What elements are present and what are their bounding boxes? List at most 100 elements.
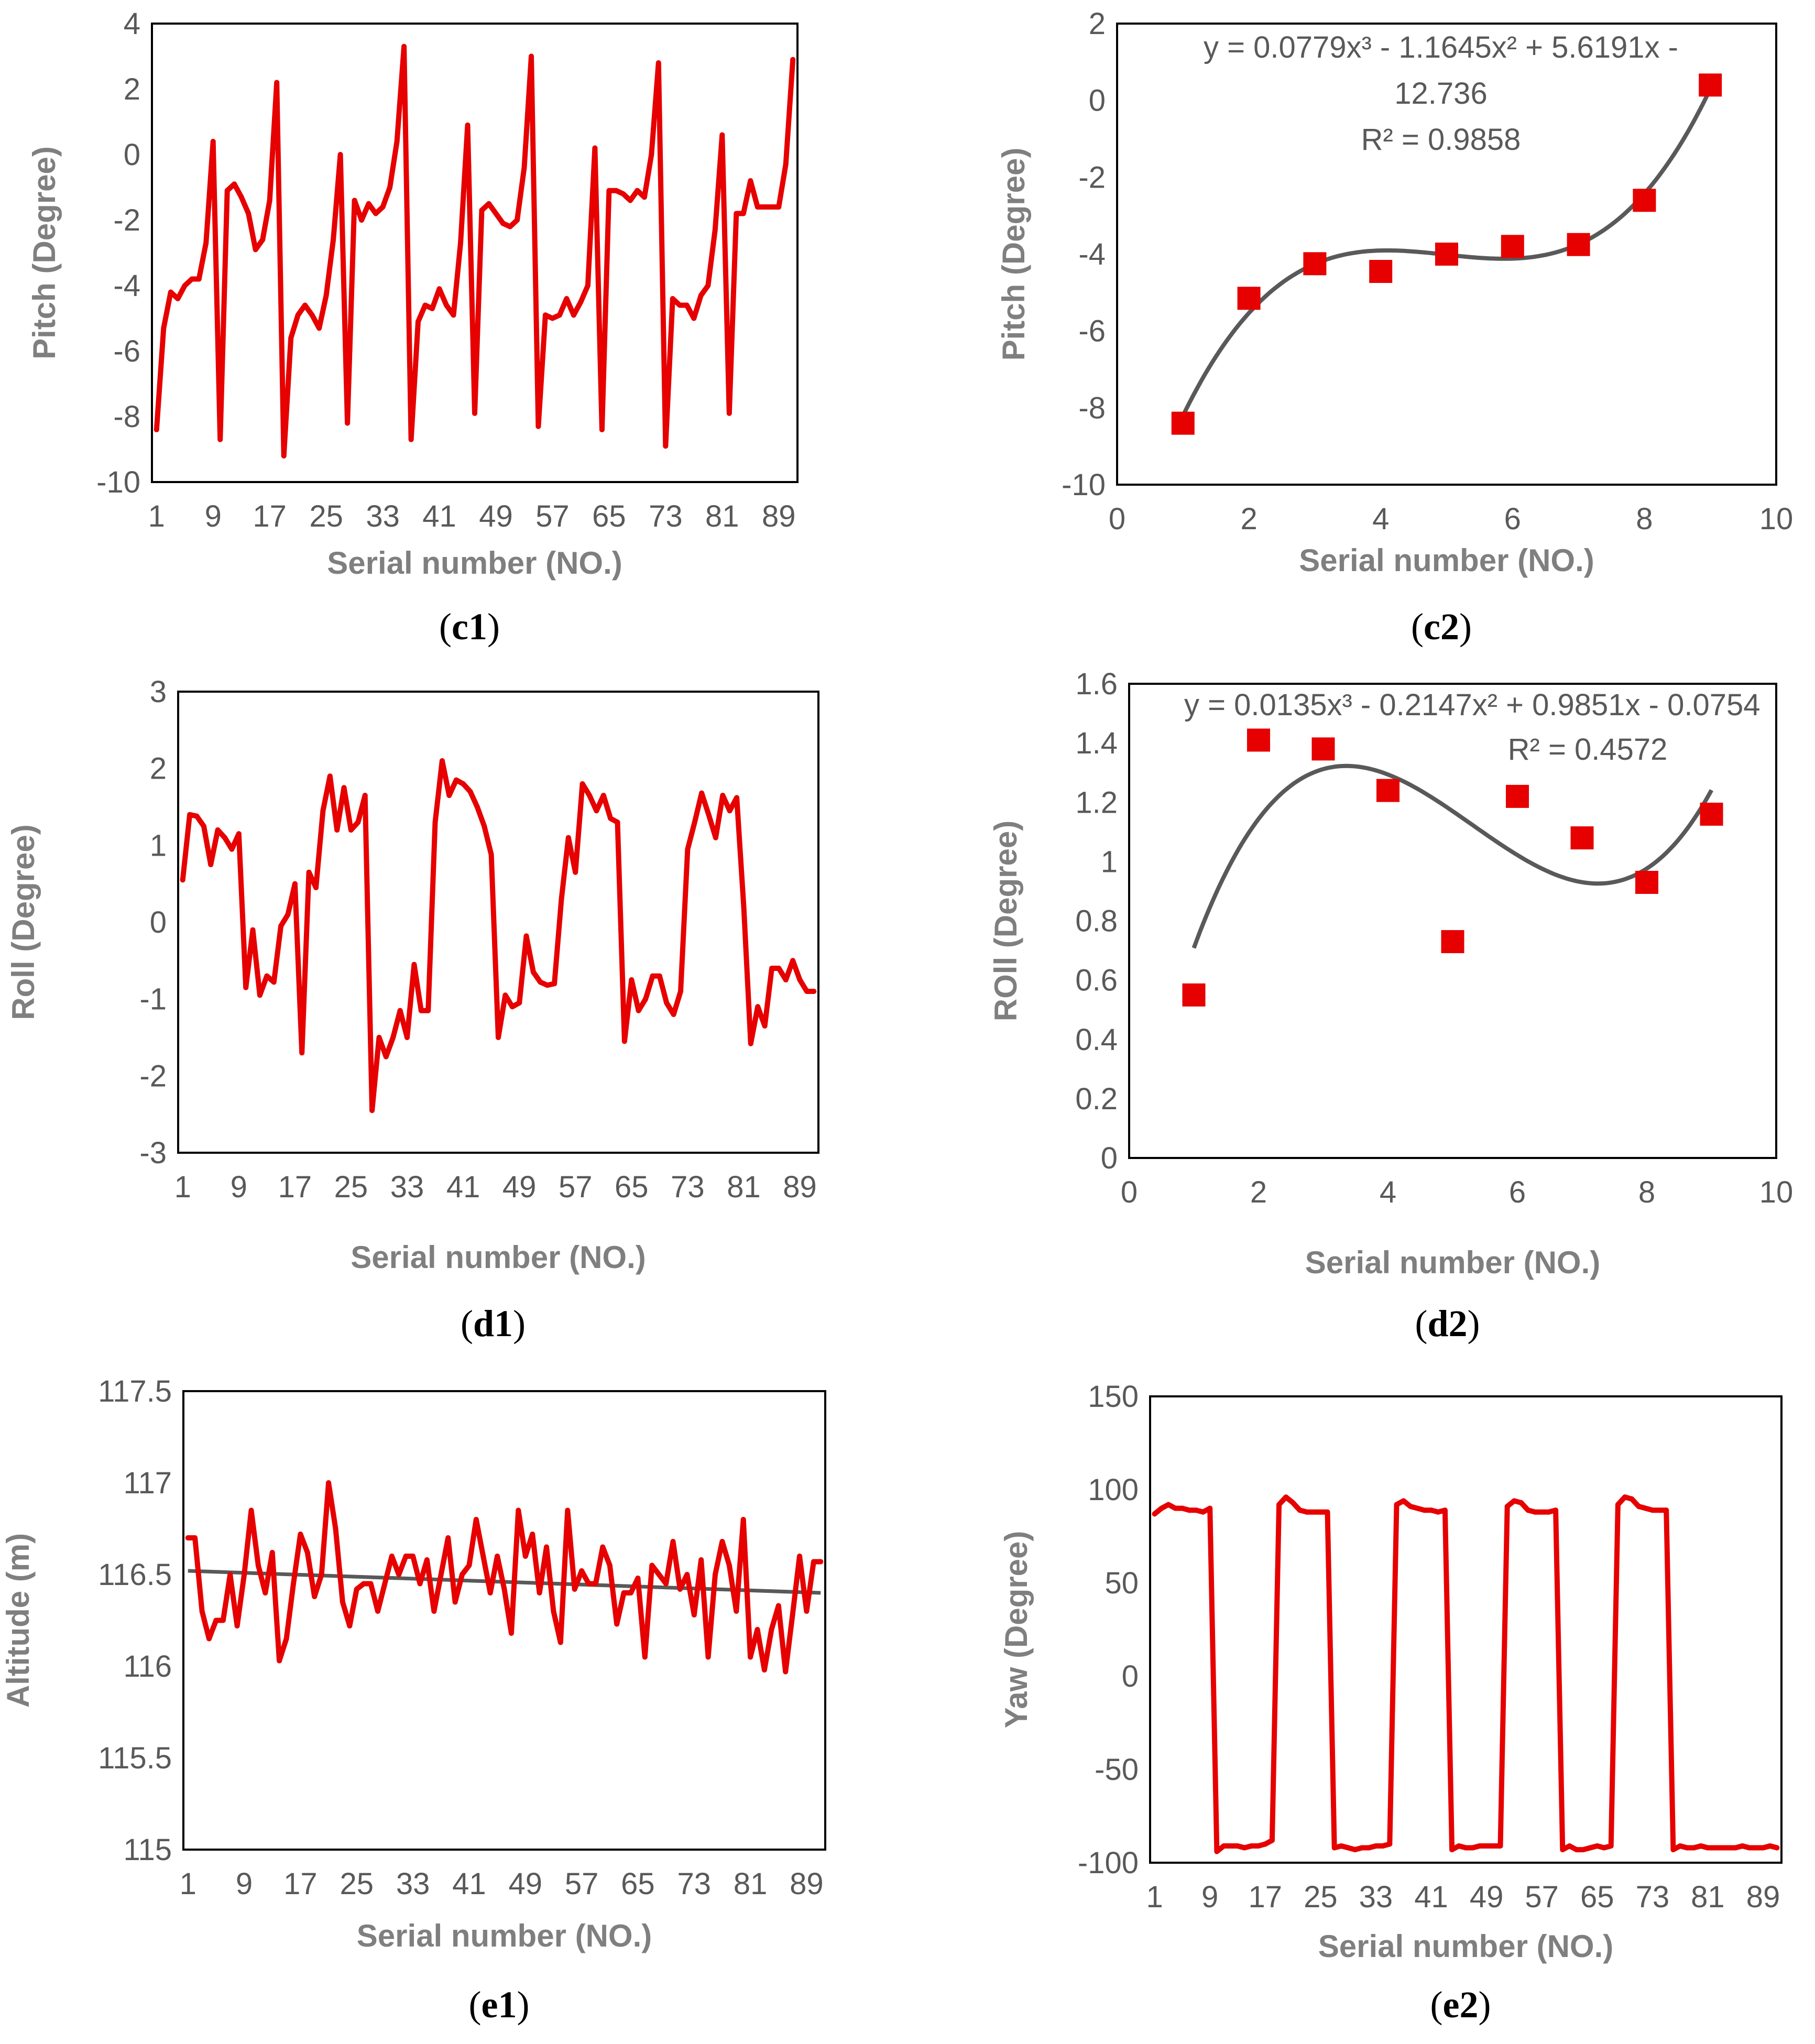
data-point [416, 319, 421, 324]
data-point [535, 423, 541, 429]
data-point [1767, 1843, 1773, 1849]
y-tick-label: 0.6 [1075, 964, 1118, 998]
data-point [445, 1535, 451, 1540]
data-point [663, 443, 669, 449]
data-point [705, 283, 711, 288]
data-point [755, 1004, 761, 1010]
data-point [649, 1562, 655, 1568]
y-axis-label: Altitude (m) [1, 1533, 36, 1708]
data-point [255, 1562, 261, 1568]
x-tick-label: 33 [366, 499, 400, 533]
data-point [432, 819, 438, 825]
x-tick-label: 1 [180, 1867, 196, 1901]
scatter-marker [1570, 826, 1594, 850]
y-tick-label: 150 [1088, 1380, 1139, 1414]
data-point [1525, 1507, 1531, 1513]
data-point [467, 789, 473, 794]
data-point [501, 1587, 507, 1592]
data-point [271, 979, 277, 985]
data-point [390, 1035, 396, 1040]
x-tick-label: 2 [1250, 1175, 1267, 1209]
data-point [586, 1581, 592, 1587]
data-point [161, 325, 167, 331]
data-point [394, 139, 400, 144]
data-point [460, 1572, 465, 1577]
x-tick-label: 9 [205, 499, 222, 533]
x-tick-label: 33 [1359, 1880, 1393, 1914]
y-tick-label: -6 [1078, 314, 1106, 348]
data-point [564, 296, 570, 301]
data-point [698, 292, 704, 298]
x-tick-label: 25 [1304, 1880, 1338, 1914]
y-tick-label: 115.5 [98, 1741, 172, 1775]
data-point [1705, 1845, 1711, 1851]
chart-d1: -3 -2 -1 0 1 2 3 1 9 17 25 33 41 49 57 65 73 81 89 Serial n… [6, 675, 819, 1345]
x-tick-label: 1 [148, 499, 165, 533]
scatter-marker [1635, 871, 1658, 894]
data-point [1726, 1845, 1731, 1851]
data-point [304, 1550, 310, 1555]
data-point [267, 198, 272, 203]
x-tick-label: 81 [727, 1170, 761, 1204]
data-point [408, 436, 414, 442]
x-tick-label: 81 [705, 499, 739, 533]
data-point [1608, 1843, 1614, 1849]
x-tick-label: 17 [253, 499, 287, 533]
data-point [713, 1572, 718, 1577]
data-point [775, 1603, 781, 1609]
data-point [1276, 1502, 1282, 1507]
y-tick-label: 115 [124, 1833, 172, 1867]
data-point [333, 1526, 338, 1532]
data-point [684, 1572, 690, 1577]
data-point [1733, 1845, 1739, 1851]
y-axis-label: Pitch (Degree) [27, 146, 62, 359]
data-point [530, 969, 536, 975]
data-point [1691, 1845, 1697, 1851]
x-tick-label: 41 [446, 1170, 480, 1204]
x-tick-label: 8 [1636, 502, 1653, 536]
data-point [516, 1507, 521, 1513]
data-point [1283, 1494, 1289, 1500]
data-point [288, 335, 294, 341]
data-point [573, 869, 578, 875]
data-point [486, 201, 491, 206]
plot-frame [1149, 1395, 1783, 1864]
data-point [1698, 1843, 1704, 1849]
x-tick-label: 41 [1414, 1880, 1448, 1914]
data-point [354, 1587, 359, 1592]
scatter-marker [1237, 287, 1261, 310]
data-point [620, 191, 626, 196]
x-tick-label: 0 [1121, 1175, 1138, 1209]
data-point [1670, 1847, 1676, 1853]
chart-d2: 0 0.2 0.4 0.6 0.8 1 1.2 1.4 1.6 0 2 4 6 8 10 Serial num… [988, 667, 1793, 1345]
data-point [1394, 1502, 1399, 1507]
data-point [790, 1612, 795, 1617]
data-point [1546, 1509, 1551, 1515]
data-point [366, 201, 371, 206]
data-point [684, 302, 690, 308]
data-point [521, 165, 527, 170]
x-tick-label: 9 [236, 1867, 253, 1901]
data-point [818, 1559, 824, 1565]
y-tick-label: -2 [139, 1059, 167, 1093]
data-point [194, 813, 200, 819]
data-point [719, 1539, 725, 1544]
data-point [369, 1108, 375, 1113]
data-point [269, 1550, 275, 1555]
data-point [1684, 1845, 1690, 1851]
data-point [1331, 1845, 1337, 1851]
x-tick-label: 57 [565, 1867, 599, 1901]
data-point [396, 1572, 402, 1577]
data-point [552, 981, 557, 987]
data-point [277, 1658, 282, 1664]
data-point [1740, 1843, 1745, 1849]
x-axis-label: Serial number (NO.) [357, 1918, 652, 1953]
x-tick-label: 25 [334, 1170, 368, 1204]
trend-equation: y = 0.0779x³ - 1.1645x² + 5.6191x - [1204, 30, 1678, 64]
data-point [663, 1581, 669, 1587]
data-point [790, 57, 796, 62]
data-point [1518, 1500, 1524, 1505]
data-point [1249, 1843, 1254, 1849]
data-point [713, 835, 718, 840]
data-point [452, 1599, 458, 1605]
